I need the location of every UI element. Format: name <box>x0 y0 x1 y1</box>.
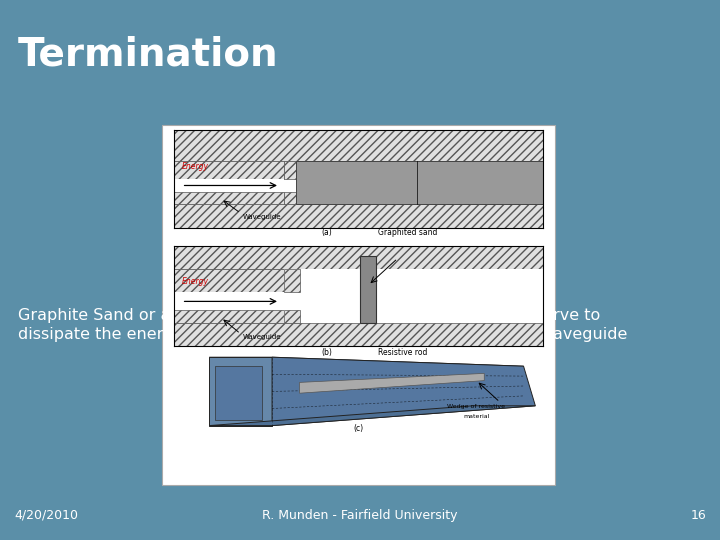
Text: Figure 15-15   Termination for minimum reflections.: Figure 15-15 Termination for minimum ref… <box>188 292 532 302</box>
Bar <box>174 192 284 204</box>
Bar <box>284 269 300 292</box>
Bar <box>361 256 376 323</box>
Bar <box>174 323 543 346</box>
Bar <box>174 269 284 292</box>
Text: (b): (b) <box>322 348 333 357</box>
Bar <box>162 125 555 485</box>
Text: (a): (a) <box>322 228 333 237</box>
Bar <box>174 204 543 227</box>
Text: Waveguide: Waveguide <box>243 334 281 340</box>
Bar <box>284 269 543 323</box>
Text: Graphite Sand or a high resistance rod or wedge at the end will serve to: Graphite Sand or a high resistance rod o… <box>18 308 600 323</box>
Text: 4/20/2010: 4/20/2010 <box>14 509 78 522</box>
Bar <box>174 310 284 323</box>
Text: Waveguide: Waveguide <box>243 214 281 220</box>
Text: Graphited sand: Graphited sand <box>378 228 438 237</box>
Polygon shape <box>300 373 485 393</box>
Bar <box>174 161 284 179</box>
Polygon shape <box>209 357 272 426</box>
Bar <box>284 192 296 204</box>
Bar <box>174 130 543 161</box>
Bar <box>284 161 296 179</box>
Polygon shape <box>209 406 536 426</box>
Text: R. Munden - Fairfield University: R. Munden - Fairfield University <box>262 509 458 522</box>
Text: (c): (c) <box>354 424 364 433</box>
Text: Termination: Termination <box>18 35 279 73</box>
Bar <box>296 161 543 204</box>
Text: Wedge of resistive: Wedge of resistive <box>447 403 505 409</box>
Text: Energy: Energy <box>181 162 209 171</box>
Polygon shape <box>209 357 523 366</box>
Bar <box>174 292 284 310</box>
Text: dissipate the energy as heat, preventing reflections back up the waveguide: dissipate the energy as heat, preventing… <box>18 327 627 342</box>
Text: Resistive rod: Resistive rod <box>378 348 428 357</box>
Bar <box>284 310 300 323</box>
Text: material: material <box>463 414 490 420</box>
Text: 16: 16 <box>690 509 706 522</box>
Polygon shape <box>272 357 536 426</box>
Bar <box>174 246 543 269</box>
Text: Energy: Energy <box>181 277 209 286</box>
Bar <box>174 179 284 192</box>
Polygon shape <box>215 366 262 420</box>
